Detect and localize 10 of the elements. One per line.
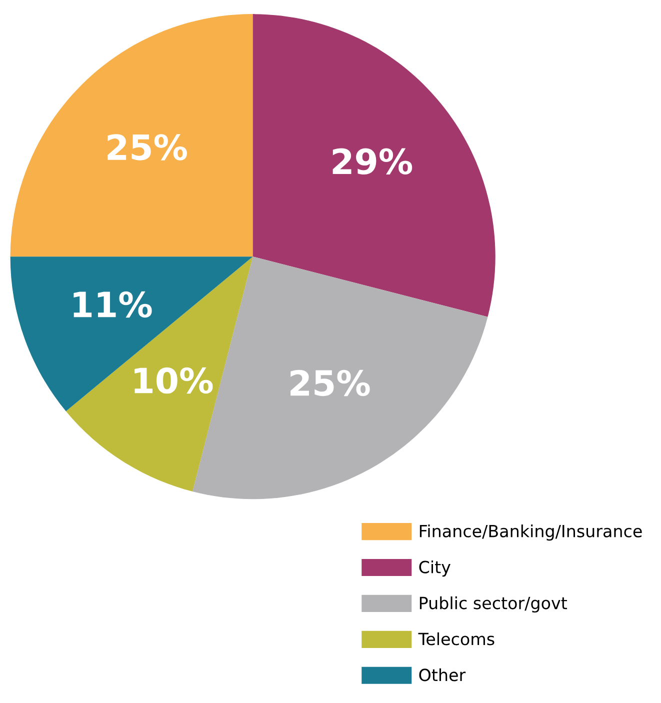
data-label: 10% — [134, 367, 213, 394]
legend-label: Public sector/govt — [420, 596, 567, 613]
legend-label: City — [419, 560, 450, 577]
data-label: 25% — [108, 134, 187, 160]
legend-label: Other — [419, 668, 466, 682]
data-label: 29% — [332, 148, 412, 175]
data-label: 25% — [290, 370, 370, 396]
legend-label: Telecoms — [418, 632, 494, 646]
legend-label: Finance/Banking/Insurance — [420, 524, 642, 541]
data-label: 11% — [74, 291, 152, 318]
